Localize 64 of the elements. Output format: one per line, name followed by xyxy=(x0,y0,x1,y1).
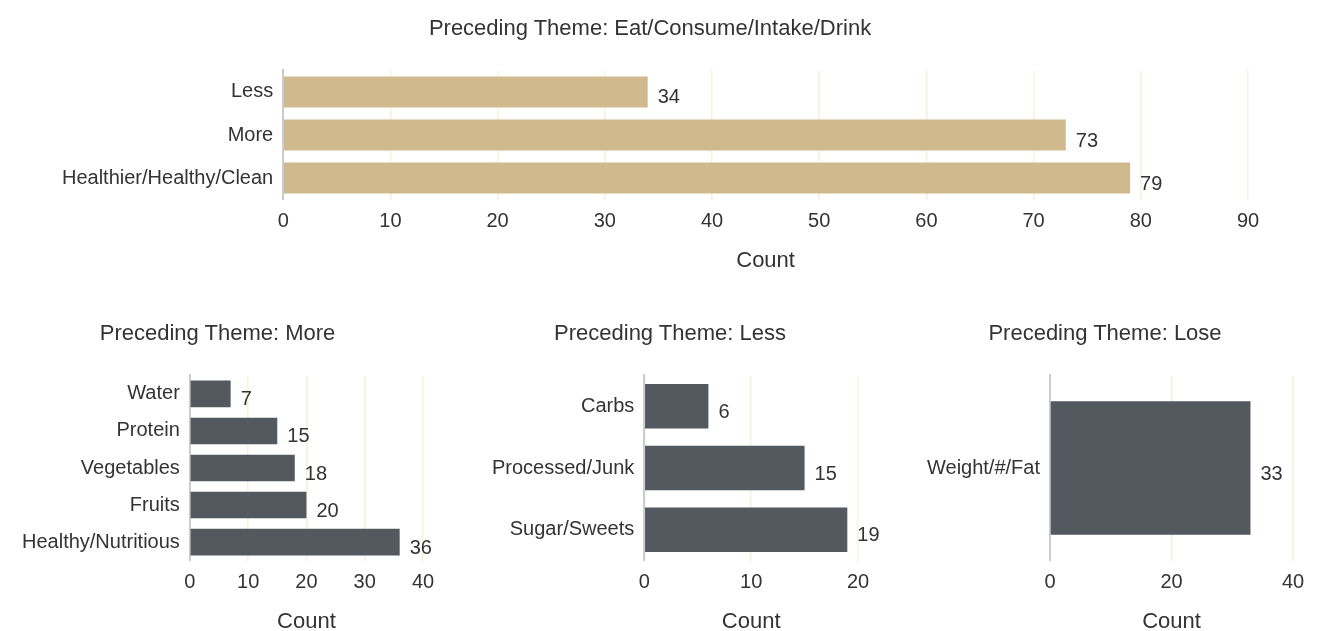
chart-title: Preceding Theme: Lose xyxy=(988,320,1222,346)
bar xyxy=(190,417,278,445)
x-axis-title: Count xyxy=(736,246,795,272)
y-tick-label: Fruits xyxy=(129,492,180,515)
bar xyxy=(190,454,295,482)
x-tick-label: 0 xyxy=(184,570,196,593)
y-tick-label: Protein xyxy=(116,418,180,441)
x-tick-label: 10 xyxy=(237,570,260,593)
x-tick-label: 0 xyxy=(1044,570,1056,593)
x-axis-title: Count xyxy=(721,607,781,631)
x-tick-label: 80 xyxy=(1129,209,1152,232)
data-label: 15 xyxy=(287,424,310,447)
bar xyxy=(283,162,1131,194)
data-label: 33 xyxy=(1260,461,1283,484)
x-tick-label: 0 xyxy=(277,209,289,232)
x-tick-label: 40 xyxy=(700,209,724,232)
x-axis-title: Count xyxy=(1142,607,1201,631)
data-label: 36 xyxy=(409,535,432,558)
y-tick-label: Weight/#/Fat xyxy=(926,455,1041,478)
y-tick-label: Sugar/Sweets xyxy=(509,517,635,540)
x-tick-label: 20 xyxy=(295,570,318,593)
bar xyxy=(190,491,307,519)
y-tick-label: Water xyxy=(127,381,181,404)
data-label: 7 xyxy=(240,387,252,410)
x-axis-title: Count xyxy=(277,607,336,631)
bar xyxy=(645,384,709,429)
y-tick-label: Carbs xyxy=(580,393,635,416)
x-tick-label: 30 xyxy=(353,570,376,593)
x-tick-label: 30 xyxy=(593,209,616,232)
x-tick-label: 20 xyxy=(846,570,870,593)
chart-title: Preceding Theme: Eat/Consume/Intake/Drink xyxy=(428,15,873,41)
bar xyxy=(190,380,231,408)
data-label: 20 xyxy=(316,498,339,521)
x-tick-label: 20 xyxy=(1160,570,1183,593)
x-tick-label: 70 xyxy=(1022,209,1045,232)
x-tick-label: 90 xyxy=(1236,209,1260,232)
data-label: 19 xyxy=(857,523,880,546)
data-label: 15 xyxy=(814,461,837,484)
bar xyxy=(190,528,400,556)
x-tick-label: 40 xyxy=(411,570,435,593)
x-tick-label: 40 xyxy=(1281,570,1305,593)
chart-title: Preceding Theme: More xyxy=(99,320,336,346)
bar xyxy=(283,76,648,108)
y-tick-label: Healthier/Healthy/Clean xyxy=(61,165,274,188)
chart-title: Preceding Theme: Less xyxy=(554,320,786,346)
x-tick-label: 20 xyxy=(486,209,509,232)
bar xyxy=(283,119,1066,151)
bar xyxy=(645,445,805,491)
x-tick-label: 60 xyxy=(915,209,938,232)
x-tick-label: 50 xyxy=(808,209,831,232)
y-tick-label: Vegetables xyxy=(80,455,180,478)
y-tick-label: Less xyxy=(230,79,274,102)
y-tick-label: Processed/Junk xyxy=(492,455,636,478)
x-tick-label: 0 xyxy=(638,570,650,593)
bar xyxy=(645,507,848,552)
y-tick-label: Healthy/Nutritious xyxy=(22,529,180,552)
y-tick-label: More xyxy=(227,122,274,145)
data-label: 73 xyxy=(1075,128,1099,151)
x-tick-label: 10 xyxy=(379,209,402,232)
data-label: 79 xyxy=(1140,171,1163,194)
data-label: 18 xyxy=(304,461,328,484)
data-label: 6 xyxy=(718,399,730,422)
x-tick-label: 10 xyxy=(740,570,763,593)
data-label: 34 xyxy=(657,85,680,108)
